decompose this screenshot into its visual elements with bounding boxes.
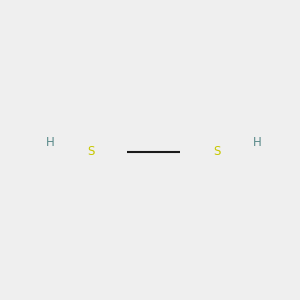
Text: H: H [253,136,261,149]
Text: S: S [102,161,110,174]
Text: O: O [248,154,257,167]
Text: O: O [247,136,256,149]
Text: S: S [198,129,205,142]
Text: S: S [213,145,220,158]
Text: H: H [46,136,55,149]
Text: O: O [51,154,60,167]
Text: O: O [51,136,61,149]
Text: S: S [87,145,94,158]
